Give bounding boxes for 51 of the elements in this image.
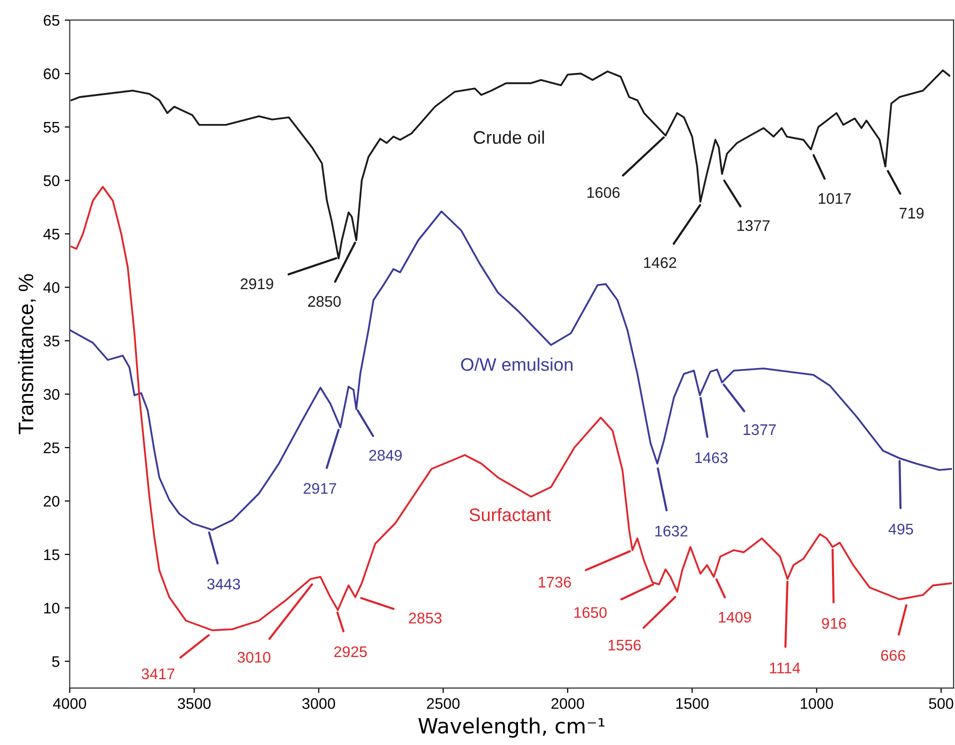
annotation: 1650 xyxy=(574,607,607,618)
y-tick-label: 65 xyxy=(44,14,60,26)
y-tick-label: 60 xyxy=(44,68,60,80)
y-tick-label: 45 xyxy=(43,228,60,240)
y-tick-label: 55 xyxy=(44,122,60,133)
annotation: 1463 xyxy=(695,452,728,464)
y-tick-label: 35 xyxy=(44,336,60,346)
annotation: 1114 xyxy=(770,662,800,674)
annotation: 719 xyxy=(900,208,924,219)
annotation: 1606 xyxy=(587,187,620,198)
annotation: 1736 xyxy=(538,576,571,588)
x-tick-label: 1500 xyxy=(676,698,709,709)
y-tick-label: 5 xyxy=(52,656,60,667)
annotation: 1017 xyxy=(818,193,851,204)
annotation: 2919 xyxy=(240,278,274,290)
y-tick-label: 25 xyxy=(44,442,60,454)
annotation: 3443 xyxy=(207,578,240,590)
x-tick-label: 2500 xyxy=(426,698,460,709)
x-tick-label: 3000 xyxy=(302,698,336,709)
series-label: O/W emulsion xyxy=(461,358,572,371)
annotation: 1462 xyxy=(644,257,676,268)
y-tick-label: 40 xyxy=(43,282,60,293)
annotation: 2853 xyxy=(408,612,442,624)
y-tick-label: 30 xyxy=(44,389,60,400)
series-label: Surfactant xyxy=(470,508,551,522)
text: Crude oil xyxy=(474,130,544,144)
x-tick-label: 500 xyxy=(928,698,954,709)
y-axis-title: Transmittance, % xyxy=(18,274,36,434)
y-tick-label: 10 xyxy=(44,602,60,614)
annotation: 3417 xyxy=(142,668,174,680)
annotation: 2849 xyxy=(369,450,402,461)
annotation: 3010 xyxy=(238,652,270,663)
annotation: 666 xyxy=(881,650,906,661)
x-tick-label: 3500 xyxy=(178,698,211,709)
annotation: 1409 xyxy=(718,612,752,623)
y-tick-label: 50 xyxy=(44,175,60,186)
annotation: 2850 xyxy=(308,296,341,307)
annotation: 495 xyxy=(888,524,914,535)
y-tick-label: 15 xyxy=(44,549,60,560)
annotation: 1632 xyxy=(655,526,688,536)
x-axis-title: Wavelength, cm⁻¹ xyxy=(418,718,604,738)
annotation: 2917 xyxy=(304,483,336,494)
annotation: 2925 xyxy=(334,646,367,658)
x-tick-label: 4000 xyxy=(53,698,86,709)
annotation: 1377 xyxy=(744,424,776,436)
annotation: 1377 xyxy=(738,220,770,231)
x-tick-label: 1000 xyxy=(800,698,834,709)
x-tick-label: 2000 xyxy=(551,698,584,709)
y-tick-label: 20 xyxy=(44,496,60,507)
annotation: 916 xyxy=(822,618,846,629)
annotation: 1556 xyxy=(608,640,641,651)
